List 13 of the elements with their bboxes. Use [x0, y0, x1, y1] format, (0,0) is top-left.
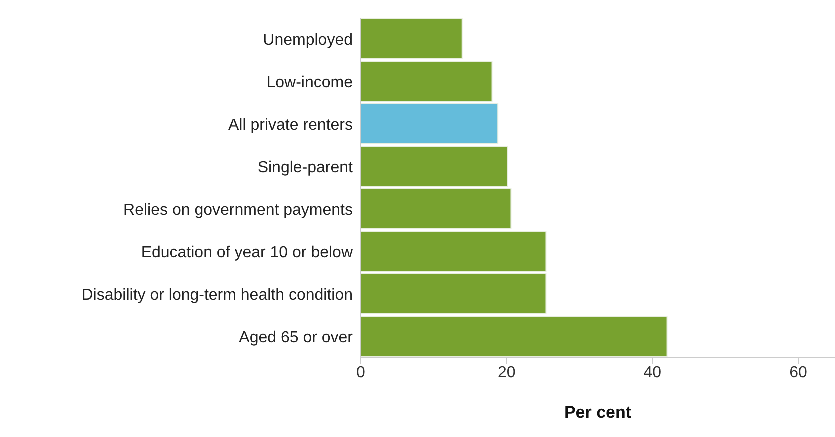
x-tick-label: 40	[644, 364, 662, 382]
x-tick-label: 20	[498, 364, 516, 382]
y-tick-label: Low-income	[266, 74, 354, 92]
y-tick-label: Education of year 10 or below	[141, 244, 354, 262]
y-tick-label: Relies on government payments	[124, 202, 353, 219]
y-tick-label: Disability or long-term health condition	[82, 286, 353, 304]
x-tick-label: 0	[356, 364, 366, 382]
y-tick-label: Single-parent	[258, 159, 354, 176]
x-tick-label: 60	[790, 364, 808, 382]
y-tick-label: Aged 65 or over	[239, 329, 354, 346]
x-axis-title: Per cent	[564, 403, 632, 422]
y-tick-label: All private renters	[228, 116, 353, 134]
y-tick-label: Unemployed	[263, 32, 353, 49]
